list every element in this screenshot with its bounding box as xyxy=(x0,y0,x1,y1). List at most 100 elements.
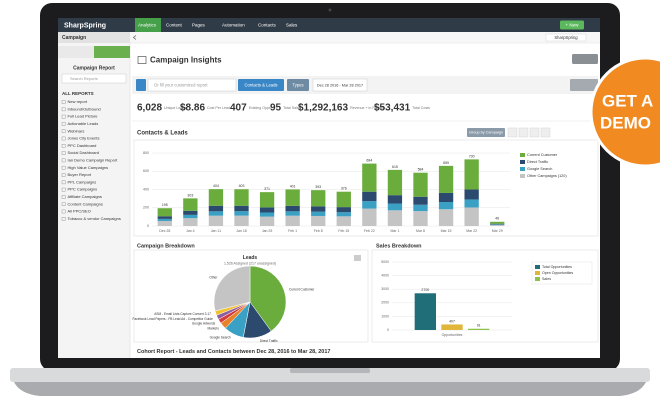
account-name[interactable]: SharpSpring xyxy=(554,35,578,40)
legend-label[interactable]: Google Search xyxy=(527,167,552,171)
nav-item-active[interactable] xyxy=(135,18,161,32)
bar-segment xyxy=(362,191,377,202)
metric-label[interactable]: Contacts & Leads xyxy=(244,82,277,87)
bar-segment xyxy=(157,208,172,217)
page-title: Campaign Insights xyxy=(150,56,222,65)
types-button[interactable] xyxy=(287,79,309,91)
title-icon xyxy=(137,56,147,64)
nav-item[interactable]: Automation xyxy=(222,22,245,27)
new-button[interactable] xyxy=(560,20,584,30)
demo-badge[interactable] xyxy=(589,56,660,168)
report-icon xyxy=(61,143,66,148)
report-icon xyxy=(61,158,66,163)
sidebar-tab[interactable] xyxy=(58,46,94,58)
bar-total: 371 xyxy=(264,187,270,191)
report-link[interactable]: High Value Campaigns xyxy=(68,165,109,170)
report-icon xyxy=(61,173,66,177)
report-link[interactable]: Webinars xyxy=(68,128,85,133)
logo[interactable]: SharpSpring xyxy=(64,22,106,29)
x-tick-label: Jan 11 xyxy=(211,229,221,233)
nav-item[interactable]: Pages xyxy=(192,22,206,27)
types-label[interactable]: Types xyxy=(292,82,303,87)
filter-icon[interactable] xyxy=(136,79,146,91)
report-link[interactable]: PPC Campaigns xyxy=(68,187,98,192)
new-button-label[interactable]: + New xyxy=(566,22,580,27)
chart-type-button[interactable] xyxy=(507,127,518,138)
report-link[interactable]: Jones City Events xyxy=(68,136,100,141)
account-select[interactable] xyxy=(545,33,587,42)
bar-segment xyxy=(336,191,351,208)
bar-segment xyxy=(208,189,224,206)
y-tick-label: 0 xyxy=(387,328,389,332)
chart-type-button[interactable] xyxy=(529,127,540,138)
report-link[interactable]: Full Lead Picture xyxy=(68,114,99,119)
bar-segment xyxy=(311,190,326,207)
bar-segment xyxy=(183,210,198,215)
group-button[interactable] xyxy=(467,128,505,137)
bar-total: 730 xyxy=(469,154,475,158)
bar-segment xyxy=(464,189,479,200)
report-icon xyxy=(61,165,66,170)
kpi-label: Total Costs xyxy=(412,106,430,110)
pie-label: Google Adwords xyxy=(192,321,216,325)
laptop-notch xyxy=(290,368,370,373)
legend-label[interactable]: Total Opportunities xyxy=(542,265,572,269)
search-box[interactable] xyxy=(61,73,127,84)
group-button-label[interactable]: Group by Campaign xyxy=(469,131,503,135)
search-placeholder[interactable]: Search Reports xyxy=(70,76,98,81)
bar-total: 46 xyxy=(495,217,499,221)
demo-badge-text[interactable]: GET A xyxy=(602,91,653,110)
y-tick-label: 2000 xyxy=(381,301,389,305)
legend-label[interactable]: Direct Traffic xyxy=(527,160,548,164)
bar-segment xyxy=(438,202,454,210)
pie-subtitle: 1,526 Assigned (217 unassigned) xyxy=(224,261,276,265)
report-link[interactable]: Buyer Report xyxy=(68,172,92,177)
report-link[interactable]: PPC Dashboard xyxy=(68,143,97,148)
report-link[interactable]: All PPC/SEO xyxy=(68,209,91,214)
nav-item[interactable]: Analytics xyxy=(138,22,157,27)
report-input[interactable] xyxy=(147,78,237,92)
report-link[interactable]: Actionable Leads xyxy=(68,121,99,126)
report-icon xyxy=(61,114,66,119)
report-placeholder[interactable]: Or fill your customized report xyxy=(154,82,208,87)
kpi-value: 6,028 xyxy=(137,103,162,114)
legend-label[interactable]: Other Campaigns (120) xyxy=(527,174,567,178)
report-link[interactable]: Tobacco & vendor Campaigns xyxy=(68,216,121,221)
legend-label[interactable]: Sales xyxy=(542,277,551,281)
legend-label[interactable]: Current Customer xyxy=(527,153,558,157)
bar-segment xyxy=(157,218,172,221)
date-range-label[interactable]: Dec 28 2016 - Mar 28 2017 xyxy=(317,83,363,87)
report-link[interactable]: Inbound/Outbound xyxy=(68,106,101,111)
bar-total: 401 xyxy=(290,184,296,188)
report-link[interactable]: PPL Campaigns xyxy=(68,179,97,184)
options-button[interactable] xyxy=(572,54,598,64)
bar-segment xyxy=(311,215,326,226)
back-icon[interactable] xyxy=(132,35,137,40)
report-link[interactable]: New report xyxy=(68,99,88,104)
report-link[interactable]: Affiliate Campaigns xyxy=(68,194,102,199)
apply-button[interactable] xyxy=(570,79,598,91)
demo-badge-text[interactable]: DEMO xyxy=(600,113,651,132)
sidebar-header xyxy=(58,32,130,43)
nav-item[interactable]: Sales xyxy=(286,22,298,27)
pie-label: Marketo xyxy=(207,326,219,330)
chart-panel xyxy=(133,139,599,237)
pie-label: Direct Traffic xyxy=(260,339,278,343)
menu-icon[interactable] xyxy=(354,255,361,261)
chart-type-button[interactable] xyxy=(518,127,529,138)
report-link[interactable]: Social Dashboard xyxy=(68,150,100,155)
metric-button[interactable] xyxy=(238,79,284,91)
legend-swatch xyxy=(520,174,525,178)
sidebar-tab-active[interactable] xyxy=(94,46,130,58)
legend-swatch xyxy=(520,167,525,171)
report-link[interactable]: Content Campaigns xyxy=(68,201,103,206)
report-link[interactable]: Ian Demo Campaign Report xyxy=(68,157,119,162)
legend-label[interactable]: Open Opportunities xyxy=(542,271,573,275)
nav-item[interactable]: Content xyxy=(166,22,183,27)
bar-segment xyxy=(336,216,351,226)
chart-type-button[interactable] xyxy=(540,127,551,138)
date-range[interactable] xyxy=(312,78,368,92)
legend-swatch xyxy=(520,160,525,164)
nav-item[interactable]: Contacts xyxy=(258,22,277,27)
